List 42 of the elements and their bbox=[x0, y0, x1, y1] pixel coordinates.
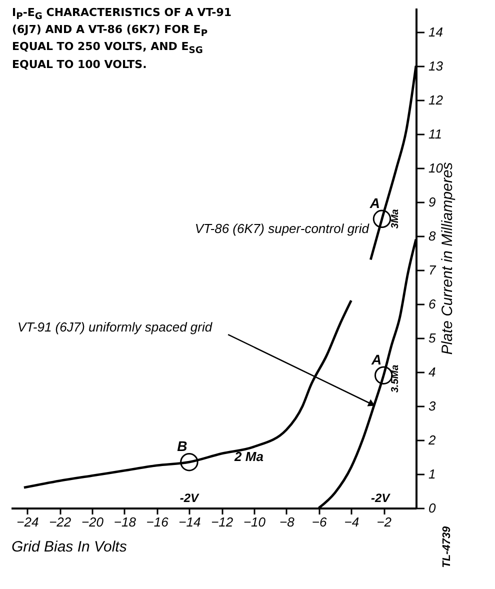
annotation: -2V bbox=[180, 490, 200, 505]
y-tick-label: 8 bbox=[428, 228, 436, 244]
annotation: A bbox=[370, 351, 382, 368]
y-tick-label: 5 bbox=[428, 330, 436, 346]
x-tick-label: −6 bbox=[312, 514, 328, 530]
point bbox=[372, 210, 392, 228]
chart-title: I$_{P}$-E$_{G}$ CHARACTERISTICS OF A VT-91 (6J7) AND A VT-86 (6K7) FOR E$_{P}$ EQUAL TO 250 VOLTS, AND E$_{SG}$ EQUAL TO 100 VOLTS. bbox=[12, 6, 232, 71]
x-tick-label: −18 bbox=[114, 514, 137, 530]
x-tick-label: −24 bbox=[16, 514, 39, 530]
annotation: 3Ma bbox=[390, 208, 401, 229]
annotation: A bbox=[368, 194, 380, 211]
x-tick-label: −10 bbox=[243, 514, 266, 530]
x-tick-label: −12 bbox=[211, 514, 234, 530]
y-tick-label: 6 bbox=[428, 296, 436, 312]
x-tick-label: −22 bbox=[49, 514, 72, 530]
y-tick-label: 3 bbox=[428, 398, 436, 414]
text: TL-4739 bbox=[440, 525, 453, 568]
y-tick-label: 2 bbox=[428, 432, 436, 448]
x-tick-label: −8 bbox=[279, 514, 296, 530]
point bbox=[180, 452, 198, 472]
x-tick-label: −2 bbox=[376, 514, 392, 530]
y-tick-label: 12 bbox=[428, 92, 444, 108]
y-tick-label: 7 bbox=[428, 262, 436, 278]
series-label: VT-86 (6K7) super-control grid bbox=[194, 221, 370, 236]
x-axis-title: Grid Bias In Volts bbox=[12, 538, 128, 556]
y-tick-label: 9 bbox=[428, 194, 436, 210]
x-tick-label: −20 bbox=[81, 514, 104, 530]
annotation: 3.5Ma bbox=[390, 364, 401, 393]
y-tick-label: 11 bbox=[428, 126, 442, 142]
y-tick-label: 1 bbox=[428, 466, 436, 482]
annotation: -2V bbox=[371, 490, 391, 505]
annotation: B bbox=[177, 438, 188, 454]
annotation: 2 Ma bbox=[234, 448, 264, 464]
y-tick-label: 10 bbox=[428, 160, 444, 176]
y-tick-label: 4 bbox=[428, 364, 436, 380]
x-tick-label: −16 bbox=[146, 514, 170, 530]
x-tick-label: −14 bbox=[178, 514, 201, 530]
y-tick-label: 0 bbox=[428, 500, 436, 516]
text: VT-91 (6J7) uniformly spaced grid bbox=[17, 320, 213, 335]
y-tick-label: 14 bbox=[428, 24, 443, 40]
y-tick-label: 13 bbox=[428, 58, 444, 74]
x-tick-label: −4 bbox=[344, 514, 360, 530]
